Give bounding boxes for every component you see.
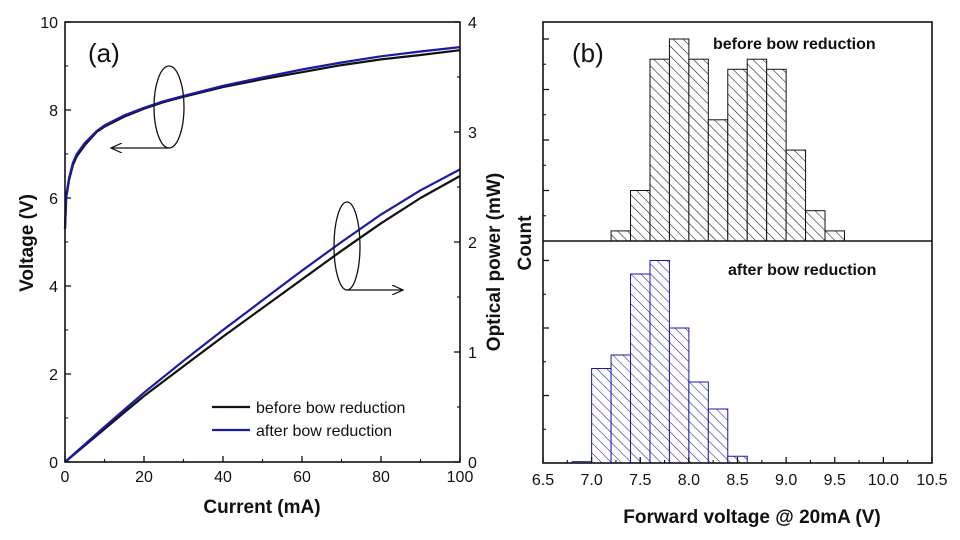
y-right-tick-label: 4 <box>468 15 477 32</box>
histogram-before-bar <box>610 230 632 242</box>
histogram-before-bar <box>649 58 670 242</box>
histogram-after-bar <box>668 327 690 464</box>
hist-x-tick-label: 9.5 <box>824 472 846 489</box>
before-power-curve <box>64 175 461 463</box>
panel-b-frame <box>542 21 933 464</box>
histogram-after-bar <box>630 273 651 464</box>
panel-a-series <box>63 46 461 463</box>
panel-a-annotations <box>111 65 403 290</box>
x-tick-label: 80 <box>372 469 390 486</box>
panel-a-x-axis-label: Current (mA) <box>203 497 320 518</box>
histogram-before-bar <box>766 68 787 242</box>
panel-b-label: (b) <box>572 38 604 68</box>
histogram-before-label: before bow reduction <box>713 36 876 53</box>
histogram-after-bar <box>591 368 612 464</box>
x-tick-label: 100 <box>447 469 474 486</box>
panel-b-x-axis-label: Forward voltage @ 20mA (V) <box>623 507 880 528</box>
y-left-tick-label: 10 <box>40 15 58 32</box>
hist-x-tick-label: 10.0 <box>868 472 899 489</box>
panel-a: 0 20 40 60 80 100 0 2 4 6 8 10 0 1 2 3 4 (a) Current (… <box>17 15 505 518</box>
y-left-tick-label: 4 <box>49 279 58 296</box>
histogram-after-bar <box>707 408 729 464</box>
panel-a-ticks <box>64 21 461 463</box>
legend-after-label: after bow reduction <box>256 423 392 440</box>
panel-a-x-tick-labels: 0 20 40 60 80 100 <box>61 469 474 486</box>
histogram-after-bar <box>649 260 670 464</box>
hist-x-tick-label: 7.0 <box>581 472 603 489</box>
histogram-after-bar <box>688 381 709 464</box>
histogram-before-bar <box>707 119 729 242</box>
y-left-tick-label: 8 <box>49 103 58 120</box>
panel-b-y-axis-label: Count <box>515 215 536 271</box>
histogram-before-bar <box>668 38 690 242</box>
after-power-curve <box>64 168 461 463</box>
y-left-tick-label: 2 <box>49 367 58 384</box>
histogram-before-bar <box>785 149 807 242</box>
panel-a-y-left-axis-label: Voltage (V) <box>17 194 38 292</box>
hist-x-tick-label: 7.5 <box>629 472 651 489</box>
histogram-before-bar <box>727 68 748 242</box>
panel-a-y-left-tick-labels: 0 2 4 6 8 10 <box>40 15 58 472</box>
panel-b-x-tick-labels: 6.5 7.0 7.5 8.0 8.5 9.0 9.5 10.0 10.5 <box>532 472 948 489</box>
histogram-after-bars <box>571 260 748 464</box>
y-left-tick-label: 0 <box>49 455 58 472</box>
y-right-tick-label: 2 <box>468 235 477 252</box>
hist-x-tick-label: 9.0 <box>775 472 797 489</box>
after-voltage-curve <box>63 46 461 229</box>
histogram-after-bar <box>610 354 632 464</box>
histogram-after-label: after bow reduction <box>728 262 876 279</box>
x-tick-label: 20 <box>135 469 153 486</box>
hist-x-tick-label: 6.5 <box>532 472 554 489</box>
histogram-before-bar <box>630 190 651 242</box>
voltage-curves-ellipse <box>153 65 185 149</box>
hist-x-tick-label: 10.5 <box>916 472 947 489</box>
x-tick-label: 60 <box>293 469 311 486</box>
panel-a-y-right-tick-labels: 0 1 2 3 4 <box>468 15 477 472</box>
panel-b: 6.5 7.0 7.5 8.0 8.5 9.0 9.5 10.0 10.5 (b) before… <box>515 21 948 528</box>
panel-a-label: (a) <box>88 38 120 68</box>
panel-a-frame <box>64 21 461 463</box>
histogram-before-bar <box>824 230 845 242</box>
y-left-tick-label: 6 <box>49 191 58 208</box>
x-tick-label: 0 <box>61 469 70 486</box>
histogram-before-bars <box>610 38 845 242</box>
legend-before-label: before bow reduction <box>256 400 405 417</box>
panel-a-y-right-axis-label: Optical power (mW) <box>484 173 505 351</box>
panel-a-legend: before bow reduction after bow reduction <box>212 400 405 440</box>
y-right-tick-label: 0 <box>468 455 477 472</box>
x-tick-label: 40 <box>214 469 232 486</box>
histogram-before-bar <box>746 58 768 242</box>
hist-x-tick-label: 8.5 <box>726 472 748 489</box>
y-right-tick-label: 1 <box>468 345 477 362</box>
y-right-tick-label: 3 <box>468 125 477 142</box>
histogram-before-bar <box>805 210 826 242</box>
hist-x-tick-label: 8.0 <box>678 472 700 489</box>
histogram-before-bar <box>688 58 709 242</box>
